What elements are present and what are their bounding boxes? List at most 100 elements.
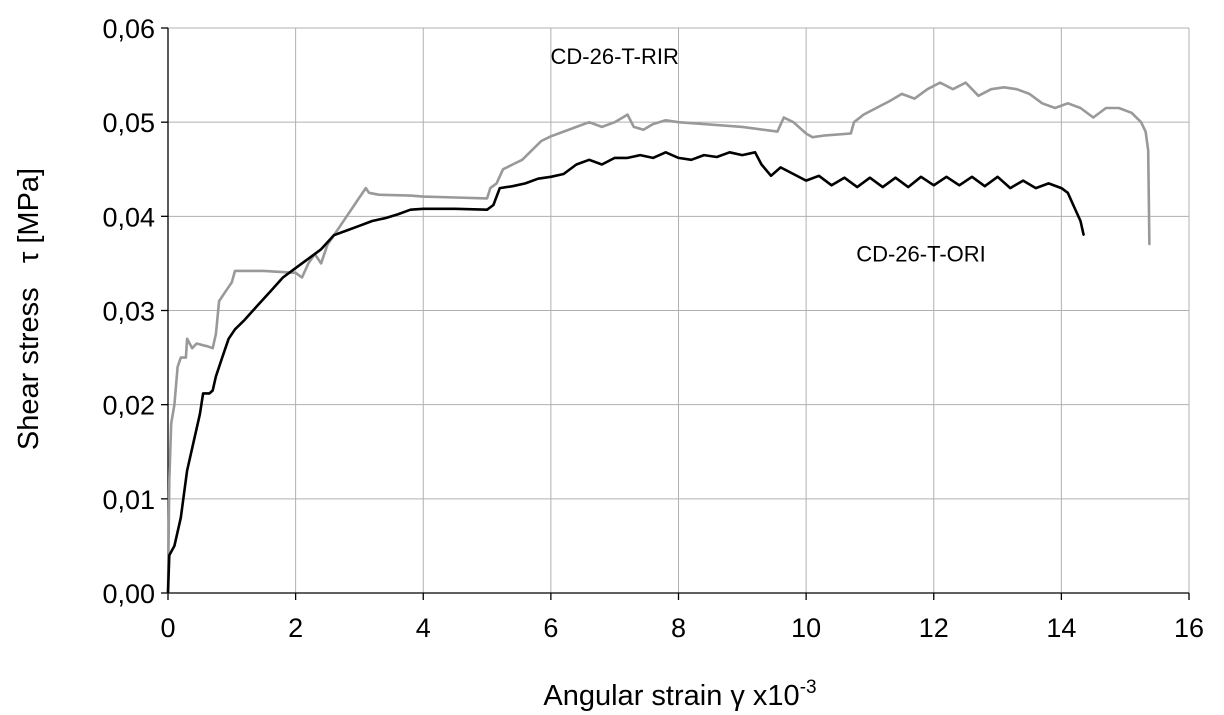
data-point [971, 176, 973, 178]
data-point [499, 187, 501, 189]
data-point [741, 154, 744, 156]
data-point [639, 154, 641, 156]
x-tick-label: 14 [1046, 613, 1076, 643]
series-line [166, 81, 1151, 594]
data-point [352, 206, 354, 208]
data-point [613, 157, 616, 159]
data-point [1073, 206, 1075, 208]
y-tick-label: 0,01 [102, 485, 155, 515]
data-point [195, 342, 198, 345]
data-point [521, 159, 523, 161]
data-point [345, 215, 348, 218]
data-point [1041, 102, 1043, 105]
data-point [1144, 130, 1147, 133]
data-point [626, 157, 629, 159]
data-point [869, 176, 871, 179]
x-tick-label: 0 [160, 613, 175, 643]
data-point [422, 208, 425, 210]
data-point [850, 132, 852, 135]
data-point [964, 81, 967, 84]
data-point [409, 208, 412, 211]
data-point [601, 163, 603, 166]
data-point [1003, 86, 1005, 89]
data-point [779, 166, 782, 169]
grid [168, 27, 1190, 593]
data-point [256, 305, 259, 307]
data-point [984, 185, 986, 187]
data-point [633, 126, 635, 128]
data-point [345, 229, 348, 232]
data-point [703, 154, 705, 156]
data-point [1060, 187, 1063, 189]
data-point [575, 163, 578, 166]
data-point [180, 356, 182, 359]
data-point [550, 176, 552, 178]
data-point [224, 290, 227, 293]
data-point [811, 136, 814, 138]
data-point [652, 157, 654, 159]
data-point [677, 121, 680, 123]
data-point [1015, 88, 1018, 90]
data-point [180, 516, 182, 519]
data-point [524, 182, 527, 185]
data-point [215, 333, 217, 335]
data-point [805, 179, 807, 182]
data-point [454, 196, 457, 199]
data-point [1054, 107, 1056, 109]
data-point [952, 88, 954, 90]
data-point [492, 204, 495, 206]
data-point [365, 187, 367, 189]
data-point [307, 262, 310, 265]
data-point [575, 126, 578, 128]
data-point [215, 375, 217, 378]
data-point [926, 88, 929, 90]
data-point [384, 217, 386, 219]
series-annotation: CD-26-T-ORI [856, 242, 986, 267]
data-point [588, 121, 590, 123]
series-line [166, 151, 1085, 594]
data-point [192, 441, 195, 444]
data-point [320, 248, 322, 251]
y-tick-label: 0,06 [102, 14, 155, 44]
data-point [760, 163, 763, 166]
data-point [875, 107, 878, 109]
y-axis-title: Shear stress τ [MPa] [13, 168, 45, 450]
data-point [996, 176, 999, 178]
data-point [1148, 243, 1151, 246]
data-point [396, 213, 399, 216]
data-point [728, 151, 731, 154]
y-tick-label: 0,04 [102, 202, 155, 232]
data-point [664, 119, 667, 122]
data-point [358, 196, 361, 199]
data-point [486, 208, 488, 211]
data-point [301, 276, 303, 279]
data-point [537, 177, 539, 180]
data-point [208, 392, 211, 395]
x-axis-title-main: Angular strain γ x10 [543, 680, 799, 712]
data-point [862, 113, 865, 116]
series-annotation: CD-26-T-RIR [551, 44, 679, 69]
data-point [202, 392, 204, 395]
data-point [1105, 107, 1107, 109]
data-point [176, 366, 179, 368]
data-point [977, 95, 980, 97]
data-point [741, 126, 744, 128]
data-point [626, 113, 629, 116]
data-point [206, 345, 209, 348]
data-point [990, 88, 992, 90]
data-point [601, 126, 603, 128]
x-tick-label: 8 [671, 613, 686, 643]
data-point [502, 168, 504, 171]
data-point [939, 81, 941, 84]
data-point [958, 184, 961, 187]
data-point [843, 176, 846, 179]
data-point [754, 151, 756, 154]
data-point [489, 187, 492, 189]
data-point [231, 281, 233, 284]
y-tick-label: 0,05 [102, 108, 155, 138]
x-tick-label: 6 [543, 613, 558, 643]
data-point [1118, 107, 1120, 109]
data-point [1022, 179, 1024, 182]
series-CD-26-T-ORI [166, 151, 1085, 594]
data-point [234, 328, 236, 331]
